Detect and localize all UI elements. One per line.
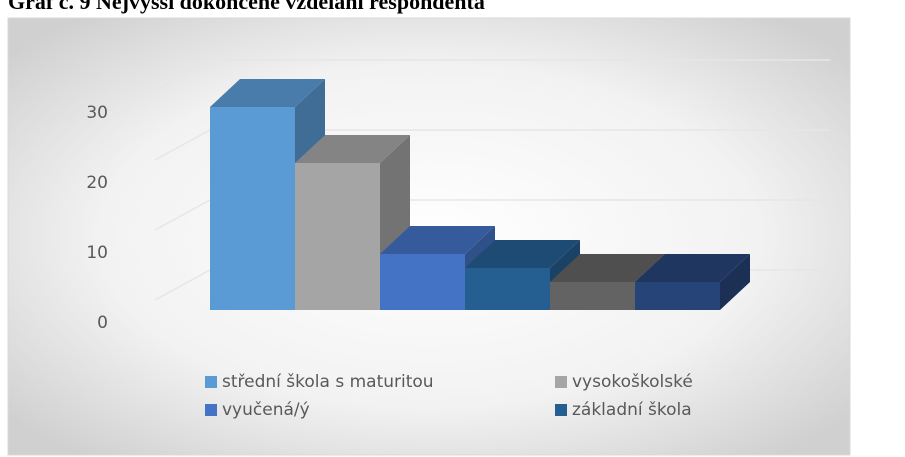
bar [550, 282, 635, 310]
grid-line [154, 59, 830, 91]
bar-top [210, 79, 325, 107]
legend-label: vyučená/ý [222, 400, 310, 420]
bar [295, 163, 380, 310]
bar [465, 268, 550, 310]
bar [380, 254, 465, 310]
bar-top [635, 254, 750, 282]
legend-swatch [555, 404, 567, 416]
legend-swatch [555, 376, 567, 388]
y-tick-label: 0 [97, 313, 108, 333]
y-tick-label: 20 [86, 173, 108, 193]
y-tick-label: 30 [86, 103, 108, 123]
bar-top [550, 254, 665, 282]
legend-label: základní škola [572, 400, 692, 420]
legend-swatch [205, 404, 217, 416]
legend-label: vysokoškolské [572, 372, 693, 392]
bar-side [720, 254, 750, 310]
bar-top [380, 226, 495, 254]
legend-label: střední škola s maturitou [222, 372, 434, 392]
chart-title: Graf č. 9 Nejvyšší dokončené vzdělání re… [8, 0, 485, 14]
bar [210, 107, 295, 310]
bar-top [295, 135, 410, 163]
y-tick-label: 10 [86, 243, 108, 263]
bar-top [465, 240, 580, 268]
bar [635, 282, 720, 310]
legend-swatch [205, 376, 217, 388]
